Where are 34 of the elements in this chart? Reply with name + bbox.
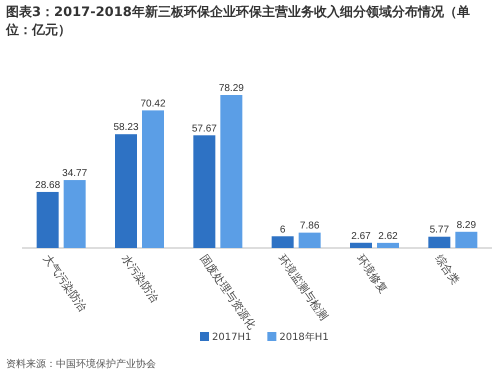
data-label: 78.29 [218, 83, 244, 94]
bar [428, 236, 450, 248]
bar [298, 232, 321, 248]
bar [455, 232, 478, 248]
bar [350, 242, 372, 248]
text: 资料来源：中国环境保护产业协会 [6, 358, 156, 371]
data-label: 34.77 [62, 168, 88, 180]
data-label: 8.29 [456, 220, 476, 231]
legend-label: 2017H1 [212, 332, 252, 343]
data-label: 2.67 [351, 230, 372, 242]
bar [64, 180, 86, 248]
x-tick-label: 水污染防治 [119, 252, 162, 305]
bar [193, 135, 216, 248]
bar [36, 192, 59, 248]
data-label: 28.68 [35, 180, 61, 191]
x-tick-label: 大气污染防治 [40, 252, 90, 314]
bar [377, 242, 399, 248]
bar [272, 236, 294, 248]
data-label: 6 [280, 224, 286, 236]
x-tick-label: 环境监测与检测 [276, 252, 331, 323]
data-label: 70.42 [140, 98, 166, 110]
x-tick-label: 综合类 [432, 252, 462, 287]
data-label: 5.77 [430, 224, 450, 236]
data-label: 7.86 [300, 220, 320, 232]
bar [115, 134, 137, 248]
data-label: 2.62 [378, 230, 398, 242]
bar [142, 110, 164, 248]
data-label: 57.67 [192, 123, 218, 134]
legend-label: 2018年H1 [279, 331, 329, 343]
x-tick-label: 环境修复 [354, 252, 390, 296]
bar [220, 95, 242, 248]
chart-title: 图表3：2017-2018年新三板环保企业环保主营业务收入细分领域分布情况（单位：亿元） [6, 4, 471, 40]
data-label: 58.23 [113, 122, 139, 134]
x-tick-label: 固废处理与资源化 [197, 252, 258, 332]
